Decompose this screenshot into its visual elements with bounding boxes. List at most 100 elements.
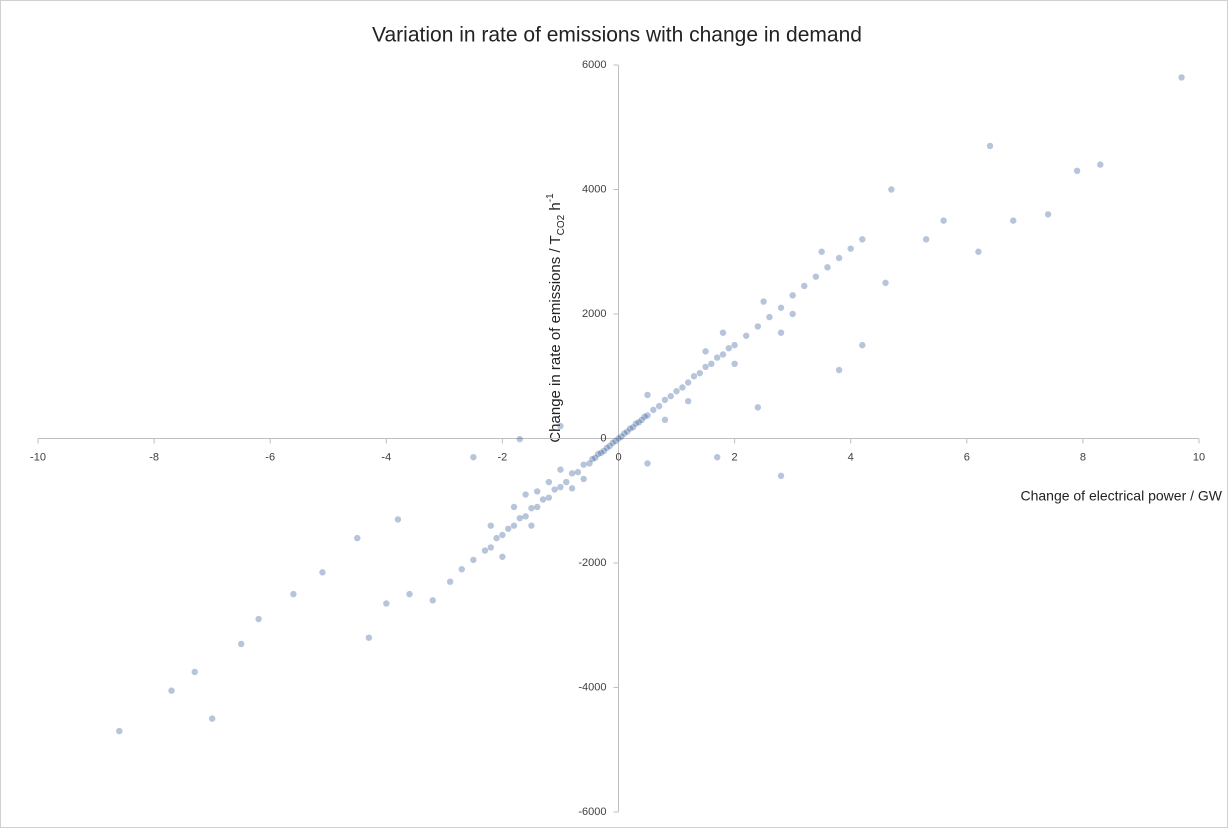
point xyxy=(940,217,947,224)
point xyxy=(615,435,622,442)
x-tick-label: 10 xyxy=(1193,451,1205,463)
y-tick-label: 4000 xyxy=(582,183,606,195)
point xyxy=(777,304,785,311)
point xyxy=(499,553,506,560)
point xyxy=(708,360,715,367)
y-tick-label: -4000 xyxy=(578,681,606,693)
y-tick-label: -2000 xyxy=(578,557,606,569)
point xyxy=(290,590,297,598)
point xyxy=(632,420,640,427)
y-tick-label: 2000 xyxy=(582,308,606,320)
x-axis-label: Change of electrical power / GW xyxy=(1020,488,1222,504)
point xyxy=(505,525,512,532)
point xyxy=(859,341,866,349)
point xyxy=(975,248,982,255)
point xyxy=(237,640,245,648)
point xyxy=(487,522,494,529)
x-tick-label: -8 xyxy=(149,451,159,463)
x-tick-label: 6 xyxy=(964,451,970,463)
point xyxy=(644,391,651,399)
point xyxy=(458,566,465,573)
x-tick-label: 4 xyxy=(848,451,854,463)
point xyxy=(516,514,524,522)
point xyxy=(557,422,564,430)
point xyxy=(539,496,547,503)
point xyxy=(1178,74,1185,81)
point xyxy=(818,248,825,255)
point xyxy=(731,360,738,367)
point xyxy=(493,534,500,542)
point xyxy=(667,392,674,400)
point xyxy=(702,363,709,371)
point xyxy=(255,615,262,623)
point xyxy=(655,402,663,410)
point xyxy=(777,472,785,480)
point xyxy=(580,475,587,483)
point xyxy=(626,425,634,432)
point xyxy=(760,298,767,305)
point xyxy=(528,505,535,512)
x-tick-label: -10 xyxy=(30,451,46,463)
point xyxy=(661,416,669,424)
y-label-text: h xyxy=(547,202,564,215)
point xyxy=(644,460,651,467)
point xyxy=(603,444,611,452)
y-label-sub: CO2 xyxy=(556,214,567,235)
point xyxy=(859,236,866,243)
point xyxy=(606,442,613,450)
point xyxy=(679,384,686,391)
x-tick-label: -6 xyxy=(265,451,275,463)
point xyxy=(470,556,477,564)
point xyxy=(522,491,529,498)
point xyxy=(534,503,541,511)
x-tick-label: 2 xyxy=(732,451,738,463)
point xyxy=(168,687,175,694)
x-tick-label: 8 xyxy=(1080,451,1086,463)
point xyxy=(801,282,808,290)
point xyxy=(446,578,454,585)
point xyxy=(635,419,643,426)
point xyxy=(673,387,680,395)
x-tick-label: -2 xyxy=(498,451,508,463)
point xyxy=(365,634,373,641)
point xyxy=(574,468,582,476)
point xyxy=(208,715,216,722)
point xyxy=(696,369,703,377)
point xyxy=(528,522,535,529)
point xyxy=(1010,217,1017,224)
y-label-text: Change in rate of emissions / T xyxy=(547,235,564,442)
point xyxy=(394,516,402,523)
point xyxy=(116,727,123,735)
point xyxy=(638,416,645,424)
point xyxy=(812,273,820,280)
point xyxy=(1044,211,1052,218)
y-label-sup: -1 xyxy=(545,193,556,202)
point xyxy=(522,513,529,520)
point xyxy=(516,435,524,443)
point xyxy=(557,483,564,491)
point xyxy=(487,544,494,551)
point xyxy=(690,373,698,380)
point xyxy=(777,329,785,336)
point xyxy=(568,470,576,477)
point xyxy=(835,366,843,374)
point xyxy=(882,279,889,287)
point xyxy=(354,534,361,542)
point xyxy=(580,461,587,468)
point xyxy=(835,254,843,262)
point xyxy=(429,597,436,604)
point xyxy=(470,453,477,461)
point xyxy=(713,354,721,361)
point xyxy=(534,488,541,495)
point xyxy=(594,450,602,458)
point xyxy=(922,236,930,243)
point xyxy=(789,310,796,318)
x-tick-label: -4 xyxy=(381,451,391,463)
point xyxy=(702,348,709,355)
point xyxy=(406,590,413,598)
point xyxy=(644,412,651,419)
point xyxy=(510,503,518,511)
point xyxy=(592,454,599,461)
